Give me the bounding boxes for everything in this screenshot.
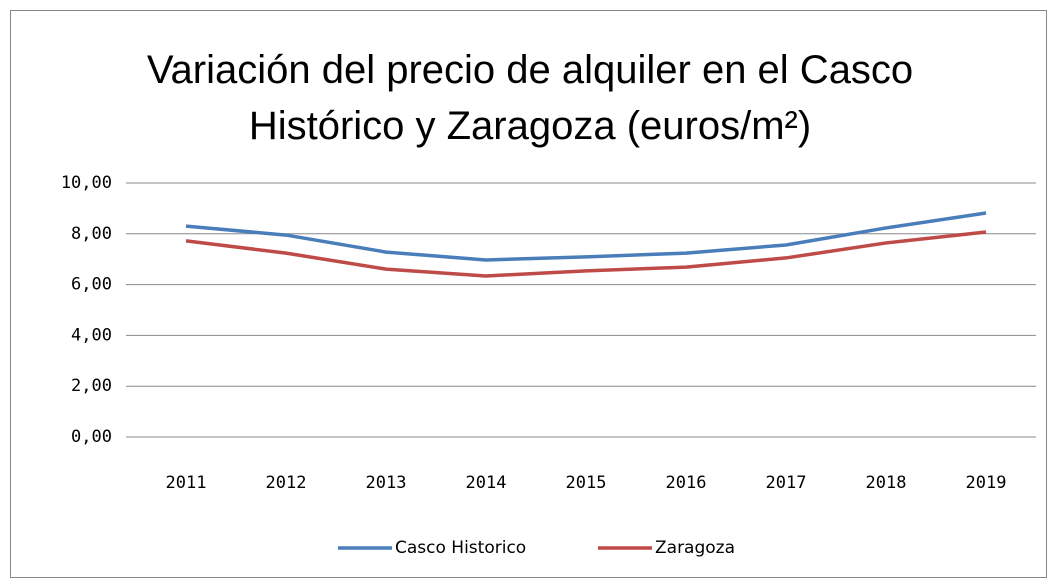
x-tick-label: 2018	[866, 473, 907, 493]
x-tick-label: 2012	[266, 473, 307, 493]
x-tick-label: 2016	[666, 473, 707, 493]
y-tick-label: 8,00	[71, 224, 112, 244]
legend-label: Zaragoza	[655, 538, 735, 558]
chart-frame	[10, 10, 1047, 578]
y-tick-label: 10,00	[61, 173, 112, 193]
x-tick-label: 2017	[766, 473, 807, 493]
x-tick-label: 2013	[366, 473, 407, 493]
x-tick-label: 2015	[566, 473, 607, 493]
chart-title: Variación del precio de alquiler en el C…	[146, 48, 914, 148]
legend-label: Casco Historico	[395, 538, 526, 558]
x-tick-label: 2011	[166, 473, 207, 493]
data-line	[185, 230, 987, 278]
y-tick-label: 4,00	[71, 325, 112, 345]
y-tick-label: 6,00	[71, 275, 112, 295]
x-tick-label: 2019	[966, 473, 1007, 493]
y-tick-label: 2,00	[71, 376, 112, 396]
x-tick-label: 2014	[466, 473, 507, 493]
data-line	[185, 211, 987, 262]
y-tick-label: 0,00	[71, 427, 112, 447]
